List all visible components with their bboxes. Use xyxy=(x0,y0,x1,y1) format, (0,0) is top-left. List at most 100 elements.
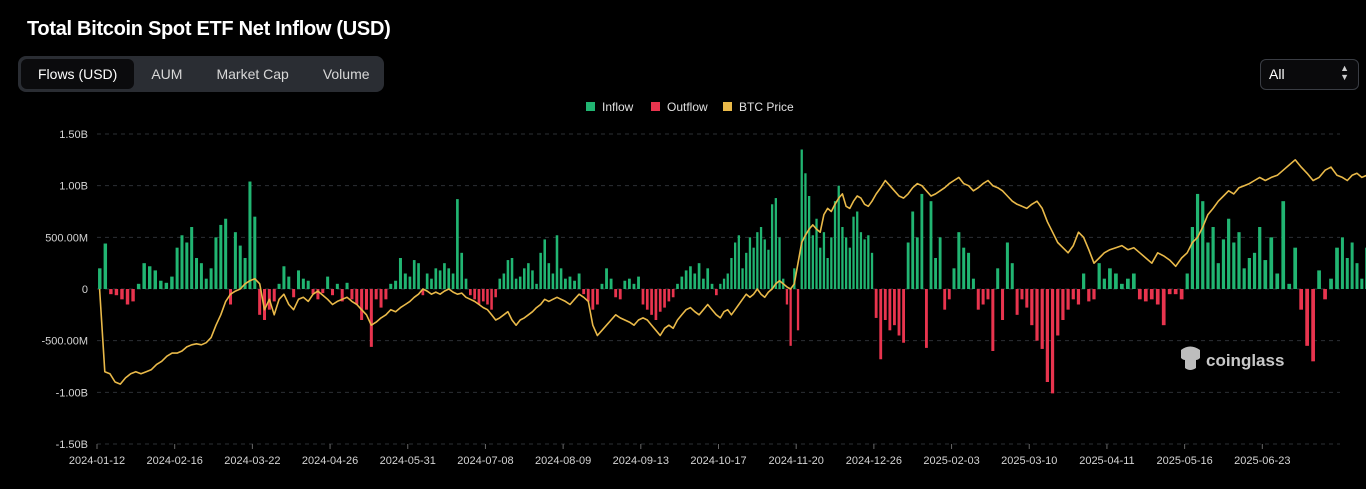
tab-flows[interactable]: Flows (USD) xyxy=(21,59,135,89)
chart-legend: Inflow Outflow BTC Price xyxy=(586,100,794,114)
inflow-bar xyxy=(1281,201,1286,289)
outflow-bar xyxy=(1323,289,1327,300)
page-title: Total Bitcoin Spot ETF Net Inflow (USD) xyxy=(27,18,391,40)
inflow-bar xyxy=(243,258,247,289)
inflow-bar xyxy=(282,266,286,289)
inflow-bar xyxy=(510,258,514,289)
x-tick-label: 2024-02-16 xyxy=(147,455,203,467)
inflow-bar xyxy=(224,218,228,289)
outflow-bar xyxy=(667,289,671,302)
inflow-bar xyxy=(833,201,837,289)
inflow-bar xyxy=(425,273,429,289)
inflow-bar xyxy=(1335,247,1339,289)
inflow-bar xyxy=(605,268,608,289)
inflow-bar xyxy=(870,252,874,289)
inflow-bar xyxy=(506,260,510,289)
inflow-bar xyxy=(190,227,194,289)
inflow-bar xyxy=(170,276,174,289)
outflow-bar xyxy=(364,289,368,310)
outflow-bar xyxy=(1149,289,1154,300)
inflow-bar xyxy=(1190,227,1194,289)
inflow-bar xyxy=(1195,193,1200,289)
outflow-bar xyxy=(897,289,901,336)
inflow-bar xyxy=(98,268,102,289)
inflow-bar xyxy=(551,273,555,289)
inflow-bar xyxy=(632,283,636,289)
inflow-bar xyxy=(204,278,208,289)
outflow-bar xyxy=(1305,289,1309,346)
btc-price-line xyxy=(98,159,1366,385)
inflow-bar xyxy=(962,247,966,289)
inflow-bar xyxy=(741,268,744,289)
inflow-bar xyxy=(730,258,733,289)
y-tick-label: 0 xyxy=(82,284,88,296)
outflow-bar xyxy=(1076,289,1081,305)
inflow-bar xyxy=(737,235,740,289)
outflow-bar xyxy=(316,289,320,300)
outflow-bar xyxy=(976,289,980,310)
inflow-bar xyxy=(136,283,141,289)
outflow-bar xyxy=(618,289,622,300)
inflow-bar xyxy=(498,278,502,289)
tab-volume[interactable]: Volume xyxy=(322,66,370,82)
outflow-bar xyxy=(1061,289,1065,320)
x-axis: 2024-01-12 2024-02-16 2024-03-22 2024-04-26… xyxy=(69,444,1290,467)
inflow-bar xyxy=(277,283,281,289)
inflow-bar xyxy=(1216,263,1220,289)
inflow-bar xyxy=(159,280,163,289)
watermark-text: coinglass xyxy=(1206,351,1284,370)
outflow-bar xyxy=(943,289,947,310)
outflow-bar xyxy=(263,289,267,320)
inflow-bar xyxy=(830,237,833,289)
outflow-bar xyxy=(785,289,789,305)
updown-chevron-icon: ▲ ▼ xyxy=(1340,63,1349,82)
outflow-bar xyxy=(114,289,119,296)
outflow-bar xyxy=(986,289,990,300)
inflow-bar xyxy=(920,193,924,289)
inflow-bar xyxy=(451,273,455,289)
inflow-bar xyxy=(253,216,257,289)
tab-market-cap[interactable]: Market Cap xyxy=(216,66,289,82)
inflow-bar xyxy=(1329,278,1333,289)
x-tick-label: 2025-05-16 xyxy=(1156,455,1212,467)
legend-swatch-btc-price xyxy=(723,102,732,111)
outflow-bar xyxy=(645,289,649,310)
range-select[interactable]: All ▲ ▼ xyxy=(1260,59,1359,90)
inflow-bar xyxy=(745,252,748,289)
inflow-bar xyxy=(957,232,961,289)
outflow-bar xyxy=(614,289,618,298)
inflow-bar xyxy=(1185,273,1189,289)
outflow-bar xyxy=(1299,289,1304,310)
inflow-bar xyxy=(952,268,956,289)
inflow-bar xyxy=(518,276,522,289)
legend-swatch-inflow xyxy=(586,102,595,111)
outflow-bar xyxy=(374,289,378,300)
inflow-bar xyxy=(1097,263,1101,289)
inflow-bar xyxy=(563,278,567,289)
inflow-bar xyxy=(199,263,203,289)
inflow-bar xyxy=(219,224,223,289)
inflow-bar xyxy=(209,268,213,289)
y-tick-label: -500.00M xyxy=(42,336,88,348)
tab-aum[interactable]: AUM xyxy=(151,66,183,82)
inflow-bar xyxy=(502,273,506,289)
inflow-bar xyxy=(1269,237,1274,289)
inflow-bar xyxy=(555,235,559,289)
inflow-bar xyxy=(238,245,242,289)
outflow-bar xyxy=(991,289,995,351)
outflow-bar xyxy=(369,289,373,347)
inflow-bar xyxy=(804,173,807,289)
inflow-bar xyxy=(1126,278,1130,289)
inflow-bar xyxy=(456,199,459,289)
inflow-bar xyxy=(1131,273,1136,289)
metric-tabs: Flows (USD) AUM Market Cap Volume xyxy=(18,56,384,92)
inflow-bar xyxy=(841,227,844,289)
inflow-bar xyxy=(1350,242,1354,289)
outflow-bar xyxy=(481,289,485,302)
inflow-bar xyxy=(1102,278,1106,289)
inflow-bar xyxy=(734,242,737,289)
inflow-bar xyxy=(710,283,714,289)
inflow-bar xyxy=(543,239,546,289)
outflow-bar xyxy=(947,289,951,300)
outflow-bar xyxy=(591,289,595,310)
